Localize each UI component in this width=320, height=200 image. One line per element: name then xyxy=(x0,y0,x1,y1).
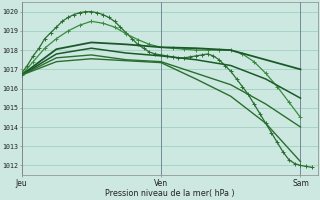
X-axis label: Pression niveau de la mer( hPa ): Pression niveau de la mer( hPa ) xyxy=(105,189,235,198)
